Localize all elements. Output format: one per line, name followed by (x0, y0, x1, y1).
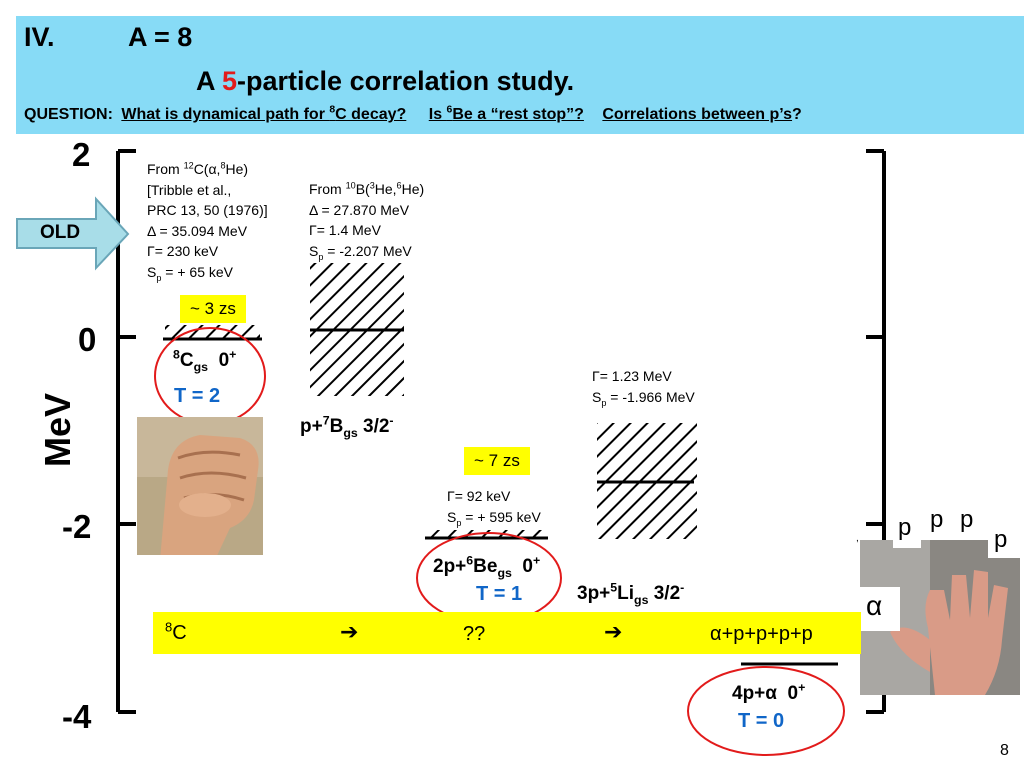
old-arrow-shape (16, 196, 130, 271)
decay-path-bar (153, 612, 861, 654)
stray-mark: , (856, 533, 859, 544)
tick-neg2: -2 (62, 508, 92, 545)
b7-state-label: p+7Bgs 3/2- (300, 413, 394, 440)
question-1: What is dynamical path for 8C decay? (121, 104, 407, 123)
li5-annotation: Γ= 1.23 MeV Sp = -1.966 MeV (592, 368, 695, 408)
tick-neg4: -4 (62, 698, 92, 735)
c8-lifetime-box: ~ 3 zs (180, 295, 246, 323)
mass-number: A = 8 (128, 22, 193, 52)
hand-label-p1: p (898, 514, 912, 541)
be6-circle (416, 532, 562, 624)
alpha-isospin: T = 0 (738, 710, 785, 732)
hand-label-alpha: α (866, 590, 883, 621)
be6-annotation: Γ= 92 keV Sp = + 595 keV (447, 488, 541, 528)
question-2: Is 6Be a “rest stop”? (428, 104, 584, 123)
slide-subtitle: A 5-particle correlation study. (196, 66, 575, 96)
label-patch (988, 526, 1020, 558)
c8-isospin: T = 2 (174, 385, 221, 407)
decay-middle: ?? (463, 623, 486, 645)
old-label: OLD (40, 222, 81, 243)
page-number: 8 (1000, 742, 1009, 759)
decay-arrow-2: ➔ (604, 620, 623, 645)
header-banner (16, 16, 1024, 134)
be6-state-label: 2p+6Begs 0+ (433, 553, 541, 580)
question-3: Correlations between p’s (602, 106, 793, 123)
be6-width-hatch (427, 530, 547, 539)
c8-state-label: 8Cgs 0+ (173, 347, 237, 374)
hand-label-p2: p (930, 506, 944, 533)
c8-width-hatch (165, 325, 260, 339)
hand-label-p4: p (994, 526, 1008, 553)
hand-label-p3: p (960, 506, 974, 533)
label-patch (925, 508, 983, 540)
alpha-circle (687, 666, 845, 756)
decay-end: α+p+p+p+p (710, 623, 813, 645)
c12-annotation: From 12C(α,8He) [Tribble et al., PRC 13,… (147, 160, 268, 283)
question-line: QUESTION: What is dynamical path for 8C … (24, 104, 802, 123)
be6-isospin: T = 1 (476, 583, 523, 605)
c8-circle (154, 327, 266, 425)
tick-2: 2 (72, 136, 91, 173)
b10-annotation: From 10B(3He,6He) Δ = 27.870 MeV Γ= 1.4 … (309, 180, 425, 262)
decay-start: 8C (165, 619, 187, 644)
decay-arrow-1: ➔ (340, 620, 359, 645)
li5-state-label: 3p+5Ligs 3/2- (577, 580, 685, 607)
be6-lifetime-box: ~ 7 zs (464, 447, 530, 475)
label-patch (860, 587, 900, 631)
label-patch (893, 516, 921, 548)
tick-0: 0 (78, 321, 97, 358)
section-number: IV. (24, 22, 55, 52)
alpha-state-label: 4p+α 0+ (732, 680, 806, 704)
question-label: QUESTION: (24, 106, 113, 123)
fist-photo (137, 417, 263, 555)
y-axis-label: MeV (37, 392, 78, 468)
